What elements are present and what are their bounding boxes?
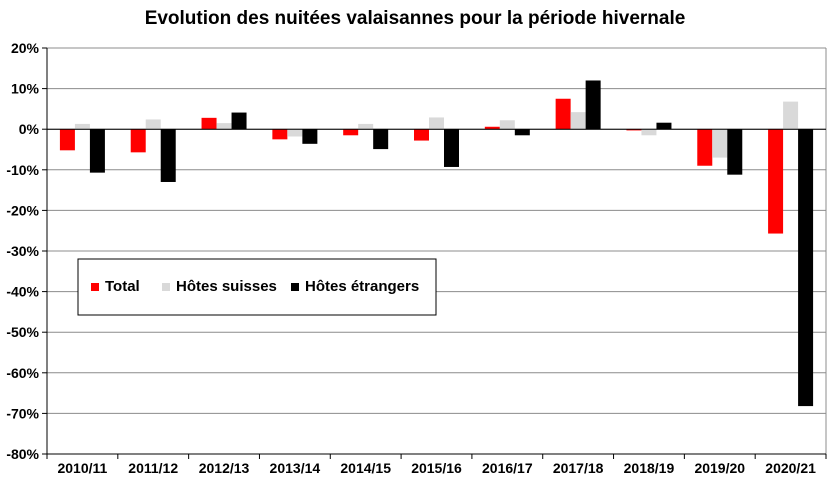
- bar-h-tes-suisses: [74, 123, 90, 130]
- legend-label: Total: [105, 278, 140, 295]
- y-tick-label: -30%: [6, 243, 39, 259]
- bar-h-tes-suisses: [429, 117, 444, 130]
- bar-h-tes-suisses: [358, 123, 374, 130]
- bar-h-tes-suisses: [145, 119, 161, 130]
- bar-h-tes-suisses: [783, 101, 799, 130]
- x-tick-label: 2019/20: [694, 460, 745, 476]
- bar-h-tes-trangers: [585, 80, 601, 130]
- y-tick-label: -50%: [6, 324, 39, 340]
- x-tick-label: 2012/13: [199, 460, 250, 476]
- bar-h-tes-suisses: [287, 129, 303, 137]
- x-tick-label: 2017/18: [553, 460, 604, 476]
- y-tick-label: -60%: [6, 365, 39, 381]
- bar-h-tes-trangers: [444, 129, 459, 167]
- x-tick-label: 2014/15: [340, 460, 391, 476]
- x-tick-label: 2020/21: [765, 460, 816, 476]
- x-tick-label: 2016/17: [482, 460, 533, 476]
- x-tick-label: 2015/16: [411, 460, 462, 476]
- bar-h-tes-suisses: [216, 123, 232, 130]
- y-tick-label: 10%: [11, 81, 40, 97]
- x-tick-label: 2010/11: [57, 460, 107, 476]
- legend-swatch: [162, 283, 170, 291]
- bar-h-tes-trangers: [160, 129, 176, 182]
- bar-h-tes-trangers: [373, 129, 389, 150]
- bar-total: [626, 129, 642, 131]
- bar-h-tes-trangers: [231, 112, 247, 130]
- bar-h-tes-trangers: [302, 129, 318, 144]
- y-tick-label: 20%: [11, 40, 40, 56]
- bar-total: [201, 117, 217, 130]
- y-tick-label: -70%: [6, 405, 39, 421]
- bar-h-tes-trangers: [89, 129, 105, 173]
- bar-total: [697, 129, 713, 166]
- legend-label: Hôtes suisses: [176, 278, 277, 295]
- bar-total: [555, 98, 571, 130]
- legend-box: [77, 258, 437, 316]
- bar-h-tes-trangers: [514, 129, 530, 136]
- chart-title: Evolution des nuitées valaisannes pour l…: [144, 8, 686, 29]
- legend-swatch: [91, 283, 99, 291]
- y-tick-label: -80%: [6, 446, 39, 462]
- x-tick-label: 2013/14: [270, 460, 321, 476]
- legend-swatch: [291, 283, 299, 291]
- bar-h-tes-suisses: [712, 129, 728, 158]
- bar-total: [484, 126, 500, 130]
- bar-h-tes-trangers: [727, 129, 743, 175]
- x-tick-label: 2011/12: [128, 460, 178, 476]
- y-tick-label: -10%: [6, 162, 39, 178]
- y-tick-label: 0%: [19, 121, 40, 137]
- legend-label: Hôtes étrangers: [305, 278, 419, 295]
- bar-total: [343, 129, 359, 136]
- y-tick-label: -40%: [6, 284, 39, 300]
- bar-h-tes-trangers: [656, 122, 672, 130]
- bar-h-tes-suisses: [499, 120, 515, 130]
- bar-h-tes-suisses: [641, 129, 657, 136]
- x-tick-label: 2018/19: [624, 460, 675, 476]
- bar-h-tes-suisses: [570, 112, 586, 130]
- bar-total: [272, 129, 288, 140]
- bar-total: [59, 129, 75, 151]
- bar-total: [130, 129, 146, 153]
- bar-total: [768, 129, 784, 234]
- y-tick-label: -20%: [6, 202, 39, 218]
- bar-total: [414, 129, 429, 141]
- bar-h-tes-trangers: [798, 129, 814, 407]
